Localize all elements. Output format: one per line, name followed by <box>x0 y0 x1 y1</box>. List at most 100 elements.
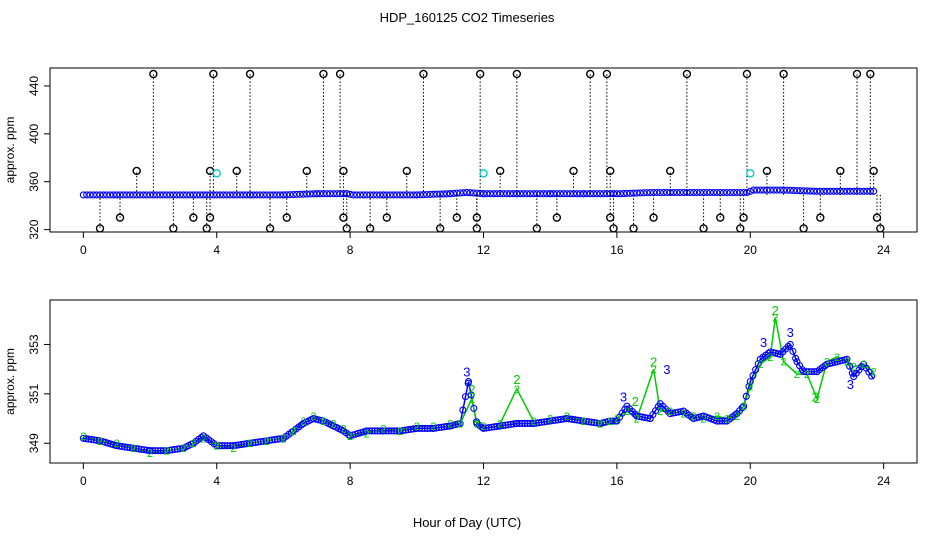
spike-point <box>762 166 772 176</box>
spike-point <box>876 224 885 232</box>
data-point <box>289 190 297 199</box>
data-point <box>513 419 521 428</box>
data-point <box>813 187 821 195</box>
x-tick-label: 4 <box>213 243 220 257</box>
y-axis-label: approx. ppm <box>3 348 17 415</box>
data-point <box>549 417 557 425</box>
data-point <box>79 434 87 442</box>
data-point <box>345 431 353 439</box>
spike-point <box>435 224 445 232</box>
data-point <box>123 191 131 199</box>
peak-annotation: 3 <box>663 362 670 377</box>
green-marker: 2 <box>214 441 220 453</box>
data-point <box>163 447 171 455</box>
data-point <box>666 188 674 197</box>
data-point <box>479 424 488 432</box>
data-point <box>756 186 764 194</box>
data-point <box>803 187 811 195</box>
data-point <box>703 188 711 197</box>
data-point <box>216 191 224 199</box>
data-point <box>519 190 528 198</box>
spike-point <box>739 213 748 222</box>
data-point <box>485 424 493 432</box>
data-point <box>246 191 254 199</box>
data-point <box>696 188 704 197</box>
green-marker: 2 <box>564 411 570 423</box>
data-point <box>413 424 421 432</box>
data-point <box>287 428 295 436</box>
data-point <box>135 445 143 453</box>
spike-point <box>869 166 878 176</box>
y-tick-label: 353 <box>27 334 41 354</box>
data-point <box>593 190 601 198</box>
data-point <box>770 186 778 194</box>
data-point <box>432 424 440 432</box>
green-marker: 2 <box>320 416 326 428</box>
green-marker: 2 <box>547 414 553 426</box>
data-point <box>792 354 800 362</box>
green-marker: 2 <box>747 381 753 393</box>
green-marker: 2 <box>514 384 520 396</box>
data-point <box>683 188 691 197</box>
data-point <box>646 188 654 197</box>
data-point <box>399 426 407 435</box>
data-point <box>536 190 544 198</box>
data-point <box>496 422 504 430</box>
data-point <box>96 191 104 199</box>
green-marker: 2 <box>597 418 603 430</box>
data-point <box>504 421 512 429</box>
spike-point <box>282 213 291 222</box>
spike-point <box>382 213 391 222</box>
data-point <box>789 347 797 355</box>
data-layer: 2 2 2 2 2 2 2 2 22 2 2 2 222 2 2 2 22 2 2 2 2 2 2 222 2 222 2 2 2 2 2 2… <box>79 303 877 460</box>
spike-point <box>232 166 241 176</box>
spike-point <box>552 213 562 222</box>
green-marker: 2 <box>667 406 673 418</box>
spike-point <box>189 213 198 222</box>
data-point <box>553 190 561 198</box>
x-tick-label: 0 <box>80 243 87 257</box>
green-marker: 2 <box>364 428 370 440</box>
peak-annotation: 3 <box>847 377 854 392</box>
green-marker: 2 <box>114 438 120 450</box>
data-point <box>419 191 428 199</box>
spike-point <box>452 213 462 222</box>
x-tick-label: 4 <box>213 474 220 488</box>
data-point <box>556 190 564 198</box>
data-point <box>764 349 772 357</box>
peak-annotation: 3 <box>463 365 470 380</box>
data-point <box>640 189 648 197</box>
data-point <box>373 191 381 199</box>
chart-title: HDP_160125 CO2 Timeseries <box>380 10 555 25</box>
spike-point <box>799 224 808 232</box>
green-marker: 2 <box>701 414 707 426</box>
data-point <box>660 188 668 197</box>
data-point <box>533 190 541 198</box>
spike-point <box>836 166 845 176</box>
data-point <box>559 190 568 198</box>
data-point <box>363 427 371 435</box>
spike-point <box>319 69 328 79</box>
spike-point <box>682 69 692 79</box>
data-point <box>396 427 404 435</box>
data-point <box>470 404 478 412</box>
data-point <box>467 391 475 399</box>
data-point <box>387 427 396 435</box>
data-point <box>371 427 379 435</box>
data-point <box>256 191 264 199</box>
green-marker: 2 <box>330 418 336 430</box>
green-marker: 2 <box>651 364 657 376</box>
data-point <box>326 190 334 198</box>
data-point <box>571 416 579 424</box>
peak-annotation: 3 <box>760 335 767 350</box>
data-point <box>723 188 731 197</box>
data-point <box>656 188 664 197</box>
green-marker: 2 <box>734 411 740 423</box>
data-point <box>733 188 741 197</box>
data-point <box>237 440 245 449</box>
data-point <box>276 191 284 199</box>
data-point <box>499 422 507 430</box>
spike-point <box>95 224 105 232</box>
data-point <box>179 191 187 199</box>
